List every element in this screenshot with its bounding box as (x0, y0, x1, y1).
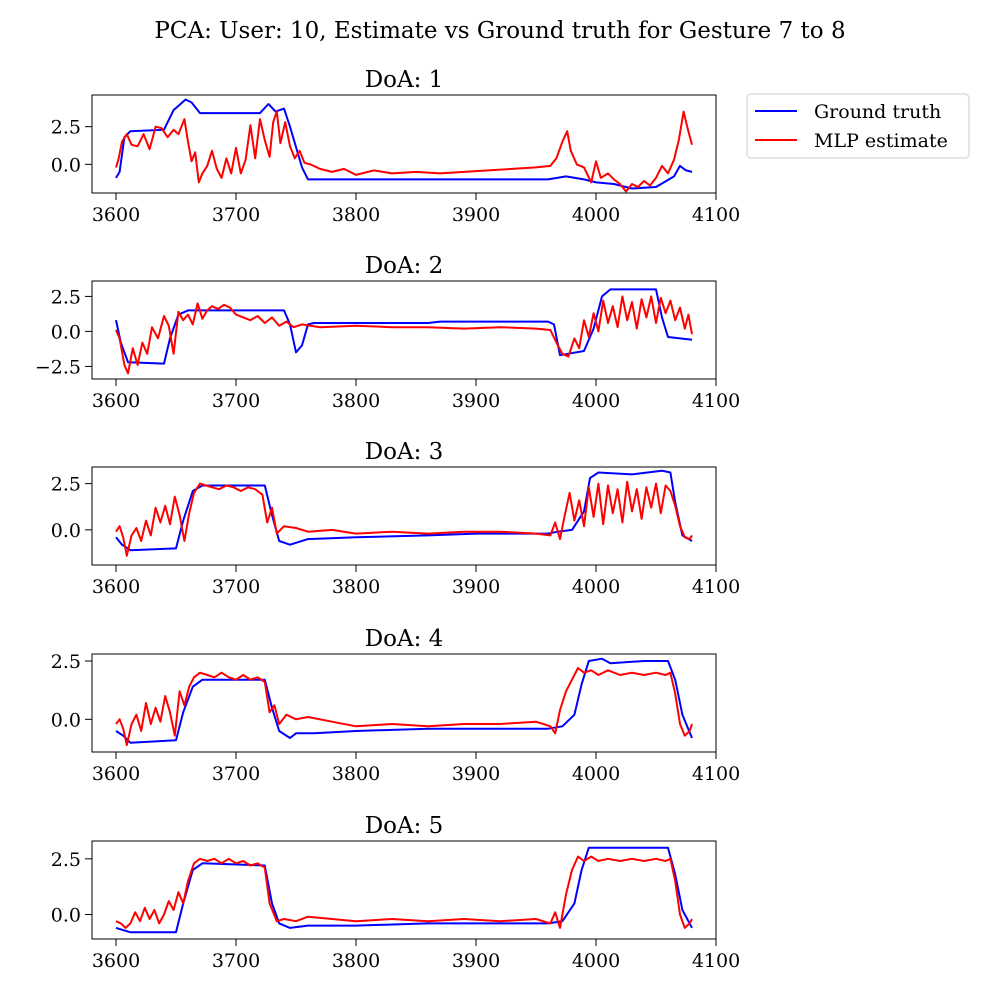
subplot-title: DoA: 1 (365, 67, 444, 93)
x-tick-label: 4100 (692, 576, 740, 598)
plot-frame (91, 94, 717, 194)
x-tick-label: 3800 (332, 576, 380, 598)
mlp-estimate-line (115, 480, 693, 557)
x-tick-label: 3800 (332, 763, 380, 785)
mlp-estimate-line (115, 110, 693, 193)
plot-frame (91, 466, 717, 566)
ground-truth-line (115, 288, 693, 365)
x-tick-label: 3900 (452, 576, 500, 598)
x-tick-label: 4100 (692, 763, 740, 785)
x-tick-label: 4100 (692, 390, 740, 412)
x-tick-label: 3600 (92, 576, 140, 598)
x-tick-label: 4100 (692, 950, 740, 972)
ground-truth-line (115, 657, 693, 744)
legend-mlp-estimate-label: MLP estimate (814, 130, 948, 152)
x-tick-label: 3600 (92, 390, 140, 412)
legend-box (746, 93, 970, 159)
mlp-estimate-line (115, 295, 693, 375)
x-tick-label: 4000 (572, 763, 620, 785)
subplot-doa-5: DoA: 5 3600 3700 3800 3900 4000 4100 0.0 2.5 (51, 813, 740, 972)
y-tick-label: 2.5 (51, 474, 81, 496)
y-tick-label: 2.5 (51, 651, 81, 673)
y-tick-label: −2.5 (35, 356, 81, 378)
x-tick-label: 3900 (452, 763, 500, 785)
plot-frame (91, 280, 717, 380)
x-tick-label: 4000 (572, 576, 620, 598)
subplot-title: DoA: 4 (365, 626, 444, 652)
x-tick-label: 3800 (332, 390, 380, 412)
x-tick-label: 3700 (212, 204, 260, 226)
plot-frame (91, 653, 717, 753)
mlp-estimate-line (115, 667, 693, 746)
plot-frame (91, 840, 717, 940)
y-tick-label: 2.5 (51, 286, 81, 308)
legend: Ground truth MLP estimate (746, 93, 970, 159)
x-tick-label: 4000 (572, 950, 620, 972)
subplot-doa-2: DoA: 2 3600 3700 3800 3900 4000 4100 −2.5 0.0 2.5 (35, 253, 740, 412)
x-tick-label: 3700 (212, 763, 260, 785)
x-tick-label: 3600 (92, 204, 140, 226)
x-tick-label: 3800 (332, 204, 380, 226)
subplot-doa-1: DoA: 1 3600 3700 3800 3900 4000 4100 0.0 2.5 (51, 67, 740, 226)
mlp-estimate-line (115, 855, 693, 929)
legend-ground-truth-label: Ground truth (814, 101, 941, 123)
y-tick-label: 2.5 (51, 849, 81, 871)
y-tick-label: 0.0 (51, 154, 81, 176)
x-tick-label: 3900 (452, 204, 500, 226)
x-tick-label: 3700 (212, 390, 260, 412)
subplot-title: DoA: 3 (365, 439, 444, 465)
x-tick-label: 3900 (452, 950, 500, 972)
subplot-title: DoA: 2 (365, 253, 444, 279)
y-tick-label: 0.0 (51, 321, 81, 343)
x-tick-label: 3600 (92, 950, 140, 972)
subplot-doa-4: DoA: 4 3600 3700 3800 3900 4000 4100 0.0 2.5 (51, 626, 740, 785)
ground-truth-line (115, 98, 693, 190)
x-tick-label: 3700 (212, 576, 260, 598)
x-tick-label: 4000 (572, 390, 620, 412)
ground-truth-line (115, 469, 693, 552)
subplot-doa-3: DoA: 3 3600 3700 3800 3900 4000 4100 0.0 2.5 (51, 439, 740, 598)
figure-suptitle: PCA: User: 10, Estimate vs Ground truth … (154, 18, 845, 44)
x-tick-label: 3600 (92, 763, 140, 785)
ground-truth-line (115, 846, 693, 934)
x-tick-label: 3700 (212, 950, 260, 972)
y-tick-label: 0.0 (51, 520, 81, 542)
x-tick-label: 3800 (332, 950, 380, 972)
y-tick-label: 0.0 (51, 709, 81, 731)
x-tick-label: 4000 (572, 204, 620, 226)
x-tick-label: 3900 (452, 390, 500, 412)
x-tick-label: 4100 (692, 204, 740, 226)
subplot-title: DoA: 5 (365, 813, 444, 839)
y-tick-label: 0.0 (51, 905, 81, 927)
y-tick-label: 2.5 (51, 117, 81, 139)
